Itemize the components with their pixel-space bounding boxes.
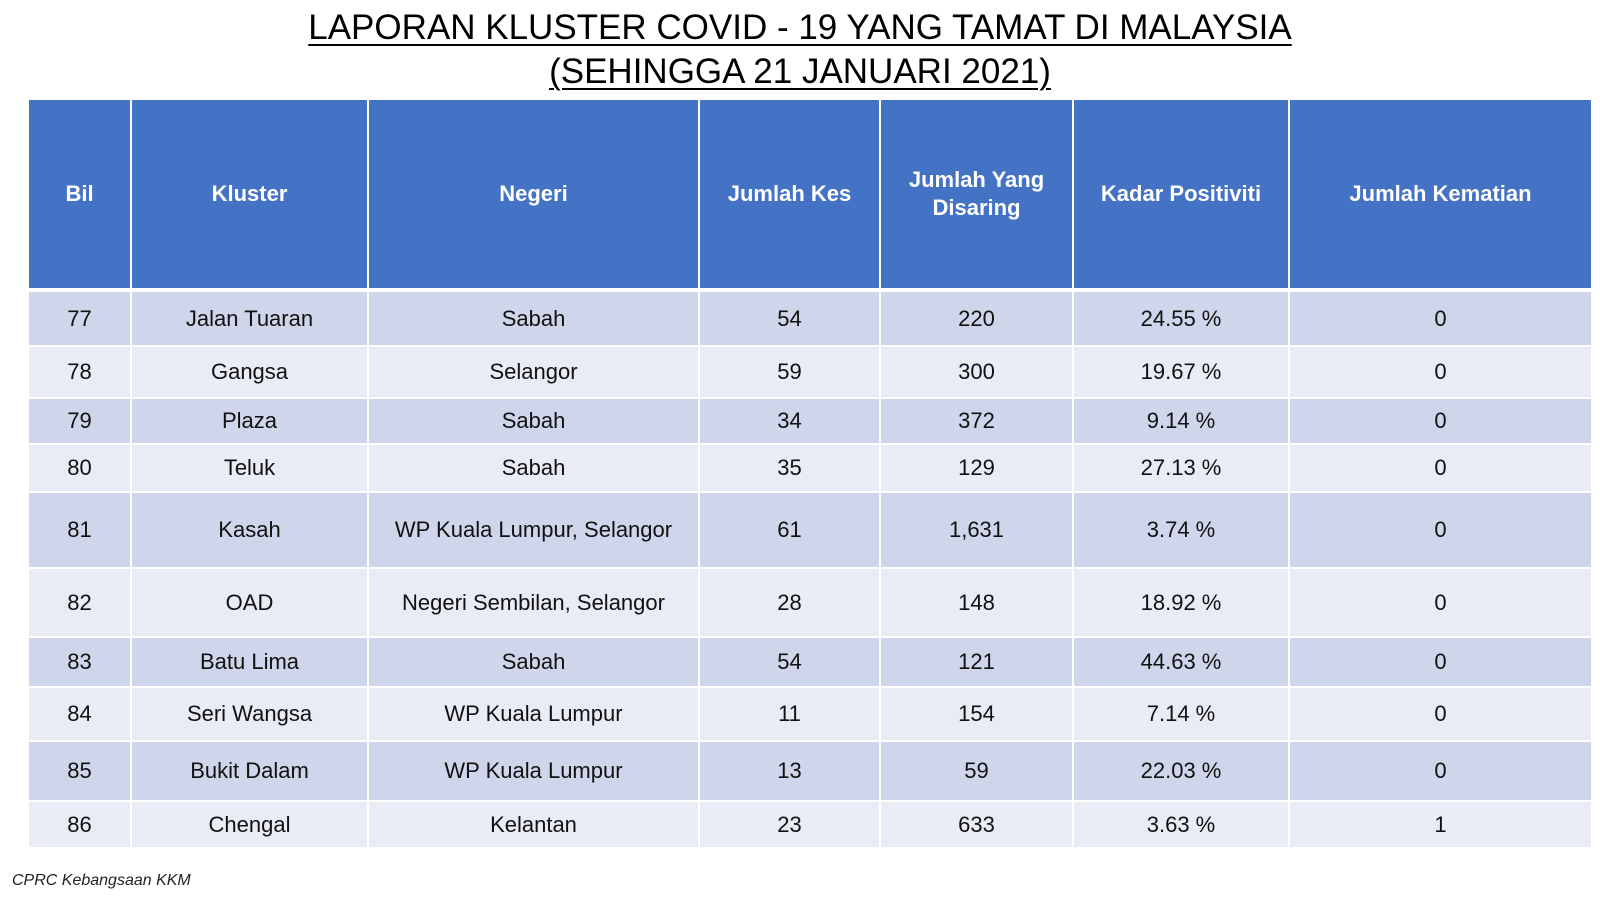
table-row: 86 Chengal Kelantan 23 633 3.63 % 1 [27, 800, 1593, 849]
table-row: 80 Teluk Sabah 35 129 27.13 % 0 [27, 443, 1593, 493]
cell-negeri: Negeri Sembilan, Selangor [367, 567, 700, 638]
cell-jumlah-kes: 35 [698, 443, 881, 493]
cell-kluster: Teluk [130, 443, 369, 493]
cell-bil: 77 [27, 289, 132, 347]
cell-jumlah-kes: 28 [698, 567, 881, 638]
cell-jumlah-kes: 61 [698, 491, 881, 569]
cell-bil: 80 [27, 443, 132, 493]
cell-jumlah-kematian: 0 [1288, 740, 1593, 802]
cell-negeri: Selangor [367, 345, 700, 399]
cell-jumlah-kematian: 0 [1288, 397, 1593, 445]
cluster-table: Bil Kluster Negeri Jumlah Kes Jumlah Yan… [27, 100, 1593, 849]
cell-kadar-positiviti: 9.14 % [1072, 397, 1290, 445]
cell-kluster: Batu Lima [130, 636, 369, 688]
table-row: 85 Bukit Dalam WP Kuala Lumpur 13 59 22.… [27, 740, 1593, 802]
cell-jumlah-kes: 34 [698, 397, 881, 445]
cell-kluster: Bukit Dalam [130, 740, 369, 802]
cell-bil: 84 [27, 686, 132, 742]
cell-kadar-positiviti: 18.92 % [1072, 567, 1290, 638]
cell-jumlah-kematian: 0 [1288, 491, 1593, 569]
source-footer: CPRC Kebangsaan KKM [12, 872, 191, 889]
cell-kluster: Seri Wangsa [130, 686, 369, 742]
table-row: 77 Jalan Tuaran Sabah 54 220 24.55 % 0 [27, 289, 1593, 347]
table-header-row: Bil Kluster Negeri Jumlah Kes Jumlah Yan… [27, 100, 1593, 292]
cell-jumlah-kes: 23 [698, 800, 881, 849]
cell-bil: 81 [27, 491, 132, 569]
table-row: 83 Batu Lima Sabah 54 121 44.63 % 0 [27, 636, 1593, 688]
cell-jumlah-kematian: 0 [1288, 686, 1593, 742]
cell-kluster: Jalan Tuaran [130, 289, 369, 347]
cell-jumlah-kematian: 0 [1288, 345, 1593, 399]
cell-bil: 82 [27, 567, 132, 638]
column-header-kluster: Kluster [130, 100, 369, 292]
column-header-kadar-positiviti: Kadar Positiviti [1072, 100, 1290, 292]
cell-kadar-positiviti: 44.63 % [1072, 636, 1290, 688]
cell-bil: 86 [27, 800, 132, 849]
cell-negeri: WP Kuala Lumpur [367, 740, 700, 802]
cell-bil: 85 [27, 740, 132, 802]
cell-jumlah-disaring: 220 [879, 289, 1074, 347]
column-header-jumlah-kes: Jumlah Kes [698, 100, 881, 292]
cell-negeri: Sabah [367, 443, 700, 493]
cell-jumlah-disaring: 154 [879, 686, 1074, 742]
cell-negeri: WP Kuala Lumpur [367, 686, 700, 742]
cell-kluster: Chengal [130, 800, 369, 849]
cell-negeri: Sabah [367, 289, 700, 347]
cell-kadar-positiviti: 22.03 % [1072, 740, 1290, 802]
title-line-1: LAPORAN KLUSTER COVID - 19 YANG TAMAT DI… [308, 8, 1292, 47]
column-header-bil: Bil [27, 100, 132, 292]
column-header-jumlah-disaring: Jumlah Yang Disaring [879, 100, 1074, 292]
cell-kadar-positiviti: 19.67 % [1072, 345, 1290, 399]
cell-jumlah-kematian: 0 [1288, 443, 1593, 493]
cell-jumlah-disaring: 633 [879, 800, 1074, 849]
cell-jumlah-kes: 54 [698, 289, 881, 347]
cell-jumlah-disaring: 121 [879, 636, 1074, 688]
cell-jumlah-disaring: 148 [879, 567, 1074, 638]
cell-negeri: WP Kuala Lumpur, Selangor [367, 491, 700, 569]
cell-kluster: Kasah [130, 491, 369, 569]
column-header-negeri: Negeri [367, 100, 700, 292]
cell-jumlah-disaring: 300 [879, 345, 1074, 399]
cell-jumlah-disaring: 59 [879, 740, 1074, 802]
title-line-2: (SEHINGGA 21 JANUARI 2021) [549, 52, 1051, 91]
cell-jumlah-kematian: 0 [1288, 567, 1593, 638]
cell-kadar-positiviti: 7.14 % [1072, 686, 1290, 742]
cell-bil: 79 [27, 397, 132, 445]
page-title: LAPORAN KLUSTER COVID - 19 YANG TAMAT DI… [0, 6, 1600, 94]
cell-bil: 78 [27, 345, 132, 399]
cell-jumlah-disaring: 129 [879, 443, 1074, 493]
cell-jumlah-kes: 59 [698, 345, 881, 399]
cell-bil: 83 [27, 636, 132, 688]
cell-kadar-positiviti: 24.55 % [1072, 289, 1290, 347]
cell-jumlah-kematian: 0 [1288, 636, 1593, 688]
table-row: 84 Seri Wangsa WP Kuala Lumpur 11 154 7.… [27, 686, 1593, 742]
cell-jumlah-kes: 13 [698, 740, 881, 802]
column-header-jumlah-kematian: Jumlah Kematian [1288, 100, 1593, 292]
cell-kluster: OAD [130, 567, 369, 638]
cell-kadar-positiviti: 3.63 % [1072, 800, 1290, 849]
cell-negeri: Sabah [367, 397, 700, 445]
cell-kadar-positiviti: 27.13 % [1072, 443, 1290, 493]
cell-kadar-positiviti: 3.74 % [1072, 491, 1290, 569]
cell-jumlah-kes: 11 [698, 686, 881, 742]
table-row: 78 Gangsa Selangor 59 300 19.67 % 0 [27, 345, 1593, 399]
cell-kluster: Plaza [130, 397, 369, 445]
cell-jumlah-kematian: 1 [1288, 800, 1593, 849]
table-row: 82 OAD Negeri Sembilan, Selangor 28 148 … [27, 567, 1593, 638]
cell-kluster: Gangsa [130, 345, 369, 399]
cell-jumlah-disaring: 1,631 [879, 491, 1074, 569]
table-row: 79 Plaza Sabah 34 372 9.14 % 0 [27, 397, 1593, 445]
cell-jumlah-kes: 54 [698, 636, 881, 688]
table-row: 81 Kasah WP Kuala Lumpur, Selangor 61 1,… [27, 491, 1593, 569]
cell-jumlah-kematian: 0 [1288, 289, 1593, 347]
cell-jumlah-disaring: 372 [879, 397, 1074, 445]
cell-negeri: Kelantan [367, 800, 700, 849]
cell-negeri: Sabah [367, 636, 700, 688]
